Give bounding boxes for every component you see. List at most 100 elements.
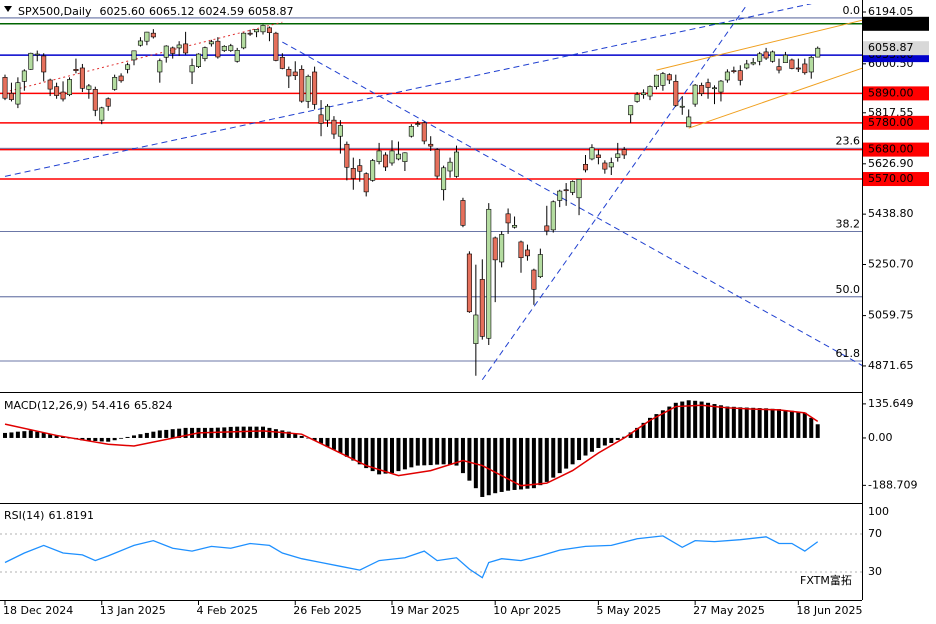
candle-body	[512, 225, 518, 228]
macd-bar	[654, 414, 659, 438]
macd-bar	[428, 437, 433, 466]
y-tick-label: 135.649	[868, 397, 914, 410]
candle-body	[744, 63, 750, 69]
candle-body	[176, 44, 182, 49]
candle-body	[460, 200, 466, 226]
macd-bar	[467, 437, 472, 481]
level-label: 5680.00	[868, 143, 914, 156]
rsi-title: RSI(14)	[4, 509, 44, 522]
candle-body	[54, 86, 60, 96]
rsi-header: RSI(14) 61.8191	[4, 509, 94, 522]
macd-bar	[538, 437, 543, 486]
candle-body	[79, 67, 85, 89]
macd-bar	[48, 434, 53, 438]
candle-body	[2, 77, 8, 99]
candle-body	[273, 32, 279, 61]
candle-body	[718, 80, 724, 93]
macd-bar	[190, 427, 195, 438]
macd-panel	[3, 400, 820, 497]
candle-body	[15, 82, 21, 105]
candle-body	[131, 50, 137, 61]
macd-bar	[106, 437, 111, 442]
macd-bar	[351, 437, 356, 461]
candle-body	[376, 150, 382, 162]
candle-body	[254, 29, 260, 33]
chart-title: SPX500,Daily	[18, 5, 92, 18]
trendline	[656, 19, 862, 71]
candle-body	[782, 54, 788, 63]
candle-body	[679, 105, 685, 108]
macd-bar	[809, 417, 814, 438]
macd-bar	[744, 407, 749, 438]
candle-body	[737, 70, 743, 81]
macd-bar	[796, 411, 801, 438]
y-tick-label: 0.00	[868, 431, 893, 444]
macd-bar	[132, 435, 136, 438]
candle-body	[453, 151, 459, 177]
macd-bar	[35, 431, 40, 438]
candle-body	[492, 237, 498, 261]
candle-body	[608, 162, 614, 168]
candle-body	[305, 75, 311, 102]
candle-body	[666, 74, 672, 81]
candle-body	[318, 114, 324, 124]
macd-bar	[54, 435, 59, 438]
macd-bar	[9, 432, 14, 438]
trendline	[481, 4, 748, 381]
macd-bar	[473, 437, 478, 489]
macd-bar	[544, 437, 549, 482]
macd-bar	[267, 427, 272, 438]
candle-body	[550, 201, 556, 231]
candle-body	[486, 208, 492, 339]
candle-body	[312, 71, 318, 105]
macd-value: 54.416	[92, 399, 131, 412]
macd-bar	[383, 437, 388, 474]
candle-body	[60, 91, 66, 100]
candle-body	[518, 241, 524, 259]
candle-body	[247, 32, 253, 35]
macd-bar	[551, 437, 556, 478]
macd-bar	[41, 432, 46, 438]
macd-bar	[570, 437, 575, 465]
candle-body	[770, 51, 776, 62]
candle-body	[357, 165, 363, 172]
fib-label: 0.0	[843, 4, 861, 17]
candle-body	[653, 74, 659, 87]
x-tick-label: 26 Feb 2025	[293, 604, 361, 617]
rsi-panel	[0, 533, 862, 579]
candle-body	[395, 153, 401, 160]
candle-body	[150, 32, 156, 38]
macd-bar	[641, 422, 646, 438]
macd-bar	[138, 434, 143, 438]
candle-body	[279, 56, 285, 69]
ohlc-value: 6058.87	[248, 5, 294, 18]
watermark: FXTM富拓	[800, 573, 852, 587]
macd-bar	[86, 437, 91, 441]
macd-bar	[589, 437, 594, 452]
macd-bar	[306, 437, 311, 439]
macd-bar	[660, 410, 665, 438]
macd-bar	[293, 433, 298, 438]
price-label: 6058.87	[868, 41, 914, 54]
trendline	[4, 4, 812, 177]
chart-header: SPX500,Daily 6025.60 6065.12 6024.59 6058.87	[18, 5, 293, 18]
candle-body	[221, 45, 227, 51]
macd-bar	[119, 437, 124, 439]
candle-body	[724, 71, 730, 81]
y-tick-label: 5626.90	[868, 157, 914, 170]
candle-body	[537, 254, 543, 278]
candle-body	[324, 105, 330, 121]
fib-label: 38.2	[836, 217, 861, 230]
candle-body	[524, 249, 530, 257]
macd-bar	[815, 424, 820, 438]
candle-body	[163, 45, 169, 58]
candle-body	[196, 53, 202, 67]
macd-bar	[686, 400, 691, 438]
macd-bar	[525, 437, 530, 489]
macd-bar	[667, 406, 672, 438]
candle-body	[692, 84, 698, 105]
candle-body	[234, 50, 240, 62]
macd-bar	[319, 437, 324, 444]
macd-bar	[61, 436, 66, 438]
